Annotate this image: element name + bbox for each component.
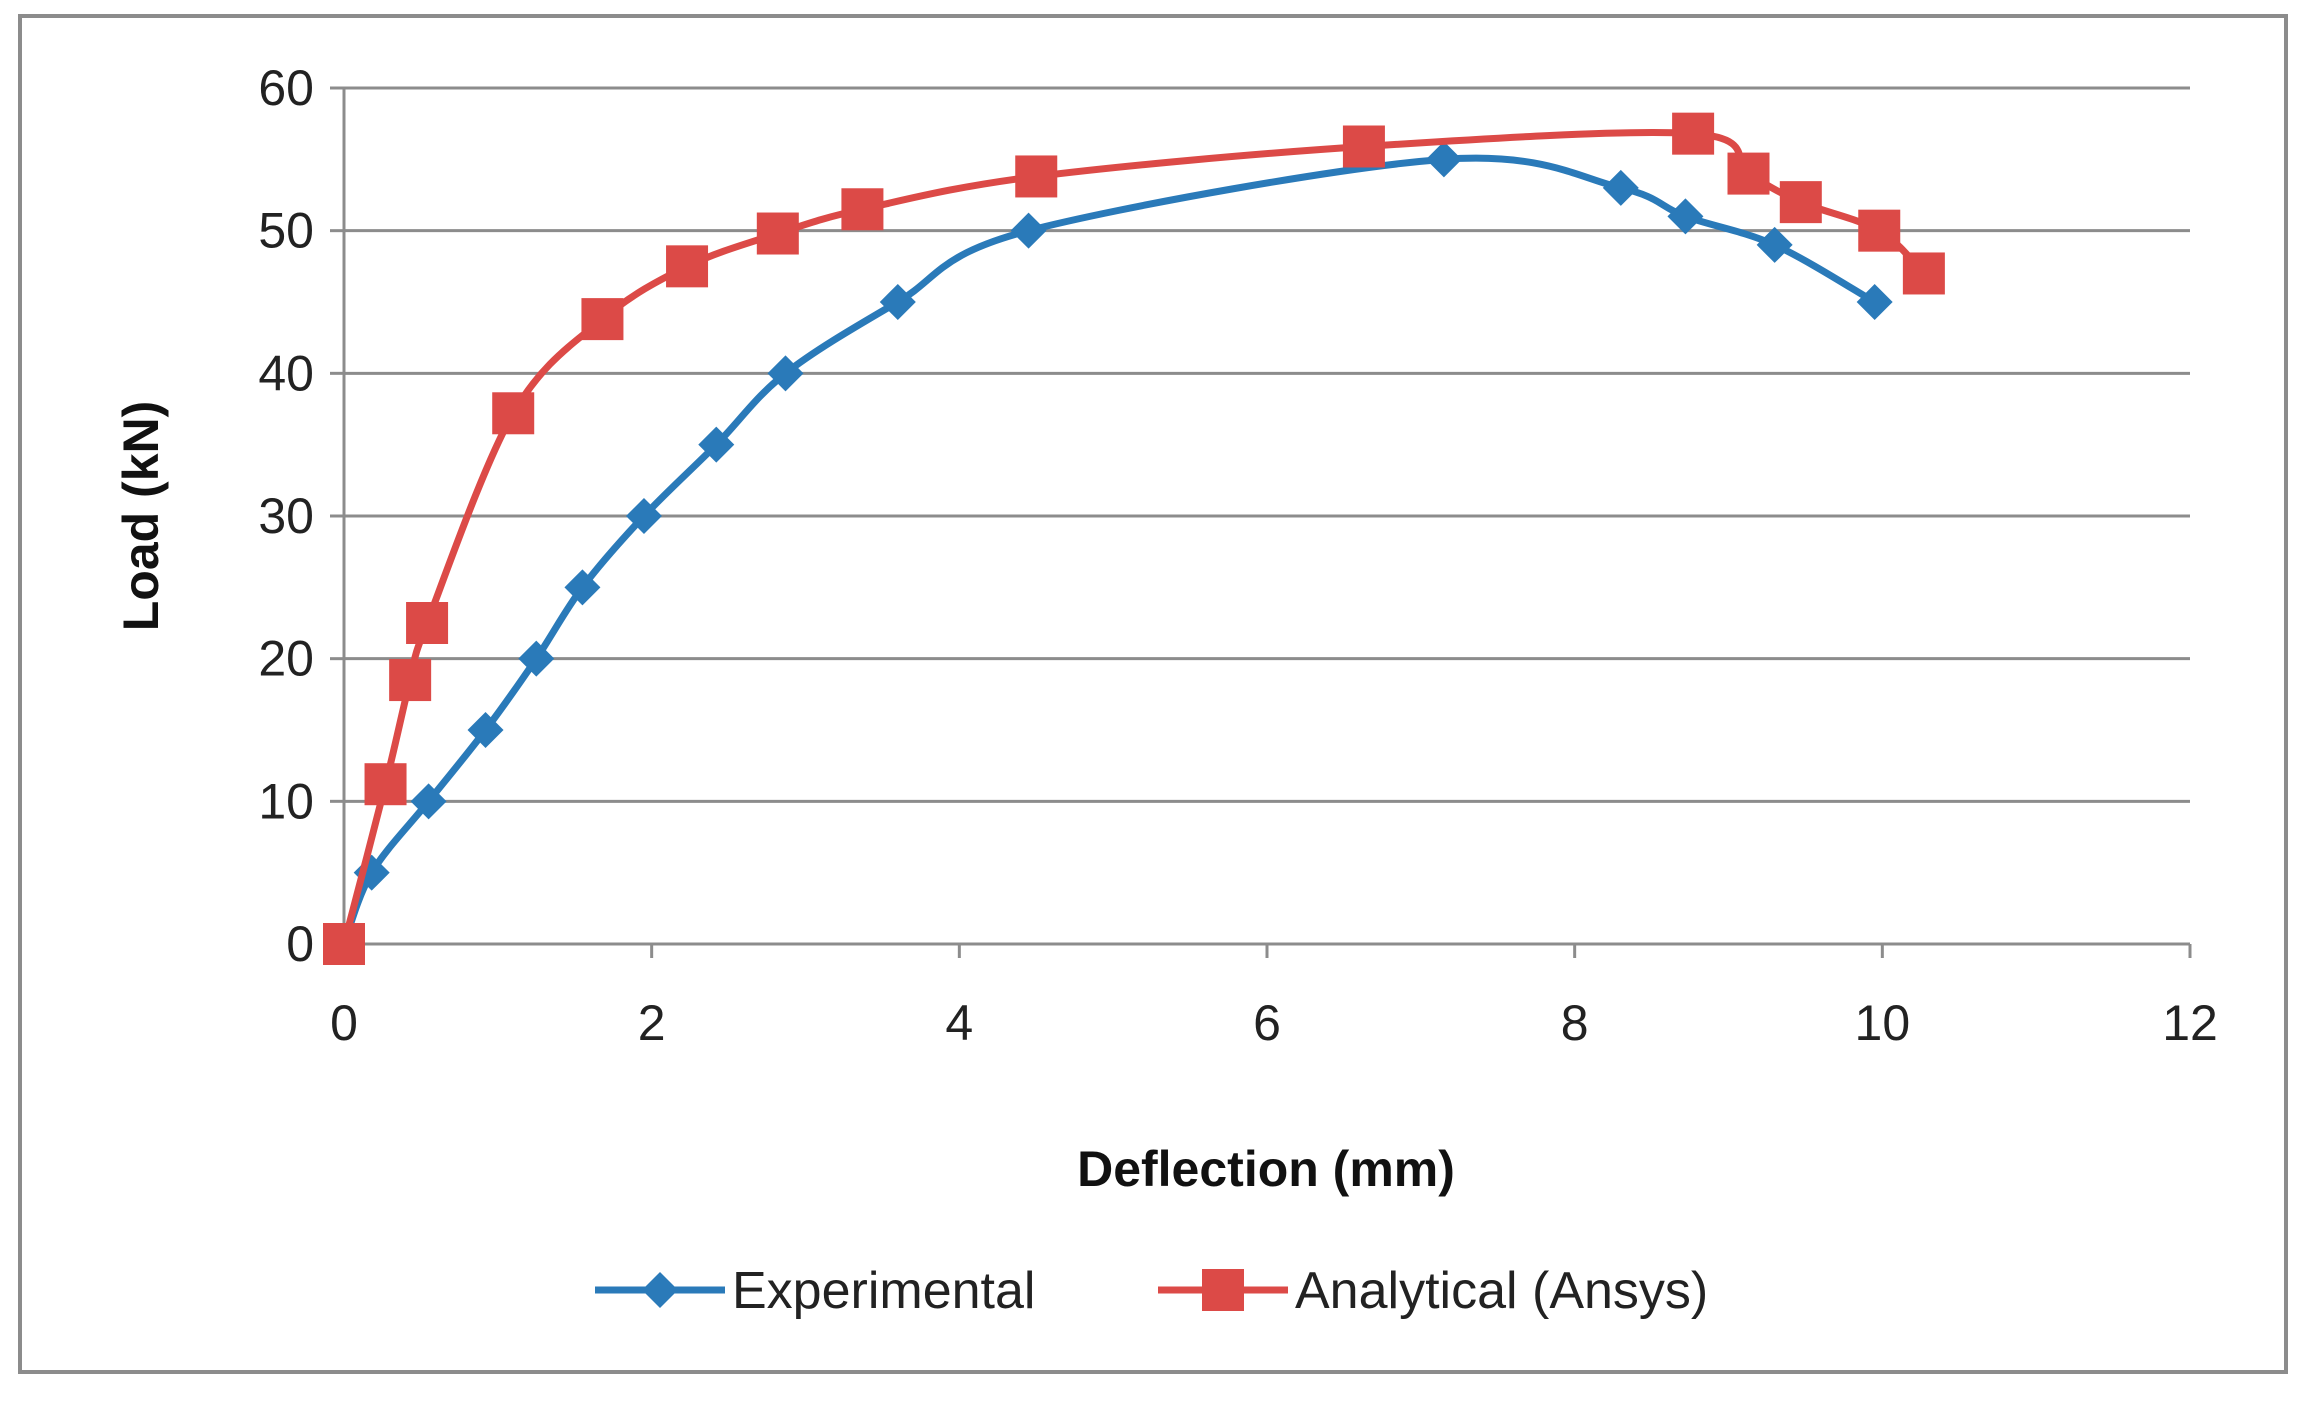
data-point-experimental xyxy=(564,569,601,606)
data-point-experimental xyxy=(1425,141,1462,178)
y-tick-label: 0 xyxy=(286,916,314,972)
x-tick-label: 2 xyxy=(638,995,666,1051)
legend-marker-analytical xyxy=(1202,1269,1244,1311)
x-tick-label: 10 xyxy=(1855,995,1911,1051)
y-axis-title: Load (kN) xyxy=(113,401,169,632)
data-point-experimental xyxy=(879,284,916,320)
data-point-analytical-ansys xyxy=(1858,209,1901,252)
legend-item-analytical: Analytical (Ansys) xyxy=(1158,1262,1708,1320)
series-line-analytical-ansys xyxy=(340,129,1928,948)
data-point-experimental xyxy=(467,712,504,748)
data-point-experimental xyxy=(767,355,804,392)
data-point-analytical-ansys xyxy=(1727,152,1770,195)
legend: Experimental Analytical (Ansys) xyxy=(595,1262,1708,1320)
y-tick-label: 30 xyxy=(258,488,314,544)
x-tick-label: 4 xyxy=(945,995,973,1051)
data-point-analytical-ansys xyxy=(1779,181,1822,224)
data-point-analytical-ansys xyxy=(492,392,535,435)
legend-marker-experimental xyxy=(642,1272,678,1308)
legend-label-experimental: Experimental xyxy=(732,1262,1035,1320)
data-point-analytical-ansys xyxy=(756,212,799,255)
y-tick-labels: 0 10 20 30 40 50 60 xyxy=(258,60,314,972)
data-point-analytical-ansys xyxy=(1672,112,1715,155)
y-tick-label: 20 xyxy=(258,631,314,687)
data-point-analytical-ansys xyxy=(323,923,365,965)
x-axis-title: Deflection (mm) xyxy=(1077,1141,1455,1197)
data-point-experimental xyxy=(1856,284,1893,320)
series-analytical-ansys xyxy=(323,112,1945,965)
y-tick-label: 40 xyxy=(258,345,314,401)
data-point-analytical-ansys xyxy=(364,763,407,806)
data-point-analytical-ansys xyxy=(389,659,432,702)
y-tick-label: 50 xyxy=(258,203,314,259)
data-point-experimental xyxy=(1010,212,1047,249)
data-point-analytical-ansys xyxy=(841,188,884,231)
data-point-experimental xyxy=(1602,169,1639,206)
data-point-analytical-ansys xyxy=(1902,252,1945,295)
series-experimental xyxy=(326,141,1893,962)
legend-label-analytical: Analytical (Ansys) xyxy=(1295,1262,1708,1320)
data-point-experimental xyxy=(1667,198,1704,235)
x-tick-label: 8 xyxy=(1561,995,1589,1051)
data-point-experimental xyxy=(410,783,447,820)
series-line-experimental xyxy=(340,154,1879,948)
data-point-experimental xyxy=(625,498,662,534)
y-tick-label: 60 xyxy=(258,60,314,116)
data-point-experimental xyxy=(698,426,735,463)
y-tick-label: 10 xyxy=(258,773,314,829)
legend-item-experimental: Experimental xyxy=(595,1262,1035,1320)
data-point-analytical-ansys xyxy=(1015,155,1058,198)
axes xyxy=(330,86,2192,958)
x-tick-label: 6 xyxy=(1253,995,1281,1051)
grid-lines xyxy=(344,86,2190,803)
data-point-analytical-ansys xyxy=(666,245,709,288)
data-point-experimental xyxy=(1756,226,1793,263)
data-point-analytical-ansys xyxy=(406,602,449,644)
data-point-experimental xyxy=(518,640,555,677)
x-tick-labels: 0 2 4 6 8 10 12 xyxy=(330,995,2218,1051)
x-tick-label: 12 xyxy=(2162,995,2218,1051)
x-tick-label: 0 xyxy=(330,995,358,1051)
data-point-analytical-ansys xyxy=(1342,125,1385,168)
series xyxy=(323,112,1945,965)
data-point-analytical-ansys xyxy=(581,298,624,341)
